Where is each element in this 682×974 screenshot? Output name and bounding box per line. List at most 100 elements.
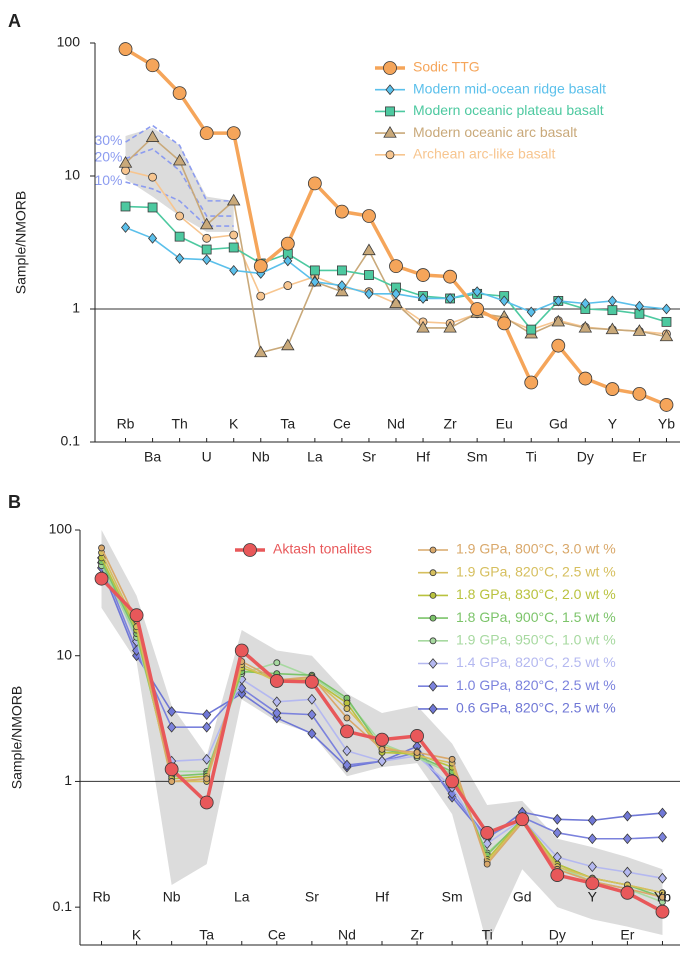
data-point — [445, 293, 455, 304]
y-tick-label: 100 — [57, 34, 81, 50]
data-point — [443, 269, 457, 284]
data-point — [343, 705, 351, 712]
data-point — [202, 233, 212, 243]
data-point — [229, 265, 239, 276]
data-point — [410, 729, 424, 743]
x-tick-label: U — [202, 449, 212, 465]
data-point — [167, 706, 177, 717]
data-point — [524, 375, 539, 390]
legend-label: 1.4 GPa, 820°C, 2.5 wt % — [456, 654, 616, 670]
legend-marker — [429, 637, 437, 645]
data-point — [98, 544, 105, 552]
data-point — [175, 253, 185, 264]
data-point — [416, 268, 430, 282]
data-point — [273, 659, 281, 667]
x-tick-label: Nd — [387, 416, 405, 432]
data-point — [515, 812, 530, 827]
melt-curve — [125, 147, 234, 217]
data-point — [391, 288, 401, 300]
melt-curve-label: 10% — [94, 172, 122, 188]
legend-label: 0.6 GPa, 820°C, 2.5 wt % — [456, 700, 616, 716]
data-point — [226, 193, 241, 206]
x-tick-label: Ti — [526, 449, 537, 465]
x-tick-label: Dy — [549, 927, 566, 943]
data-point — [202, 254, 212, 266]
y-tick-label: 10 — [64, 167, 80, 183]
legend-label: 1.9 GPa, 800°C, 3.0 wt % — [456, 541, 616, 557]
data-point — [587, 861, 597, 873]
data-point — [472, 286, 482, 298]
y-tick-label: 1 — [64, 772, 72, 788]
data-point — [307, 176, 322, 191]
legend-label: Modern oceanic arc basalt — [413, 124, 577, 140]
data-point — [148, 232, 158, 244]
data-point — [309, 265, 320, 276]
data-point — [304, 674, 319, 689]
data-point — [620, 885, 635, 900]
x-tick-label: Sr — [362, 449, 376, 465]
x-tick-label: Er — [620, 927, 634, 943]
data-point — [661, 303, 671, 315]
data-point — [337, 265, 347, 276]
data-point — [120, 201, 131, 212]
data-point — [172, 86, 187, 101]
legend-marker — [429, 592, 437, 599]
x-tick-label: Rb — [117, 416, 135, 432]
x-tick-label: Gd — [513, 889, 532, 905]
data-point — [256, 291, 266, 301]
data-point — [483, 860, 491, 868]
legend-marker — [428, 680, 438, 692]
plot-area — [95, 42, 680, 412]
legend-label: Archean arc-like basalt — [413, 146, 556, 162]
data-point — [622, 833, 632, 845]
data-point — [526, 324, 537, 335]
legend-label: 1.0 GPa, 820°C, 2.5 wt % — [456, 677, 616, 693]
data-point — [418, 293, 428, 304]
data-point — [661, 316, 672, 327]
x-tick-label: Sm — [442, 889, 463, 905]
x-tick-label: Hf — [416, 449, 430, 465]
data-point — [657, 831, 667, 843]
data-point — [147, 202, 158, 213]
x-tick-label: Eu — [496, 416, 513, 432]
data-point — [655, 904, 670, 919]
data-point — [659, 329, 674, 342]
melt-curve-label: 20% — [94, 148, 122, 164]
x-tick-label: Ba — [144, 449, 161, 465]
data-point — [632, 324, 647, 336]
legend-marker — [429, 546, 437, 554]
legend-label: Sodic TTG — [413, 59, 480, 75]
data-point — [229, 230, 239, 240]
data-point — [377, 755, 387, 767]
data-point — [307, 693, 317, 705]
legend-label: Modern mid-ocean ridge basalt — [413, 80, 606, 96]
data-point — [389, 259, 403, 274]
legend-label: 1.8 GPa, 900°C, 1.5 wt % — [456, 609, 616, 625]
x-tick-label: Yb — [654, 889, 671, 905]
y-tick-label: 0.1 — [61, 433, 81, 449]
x-tick-label: Ti — [482, 927, 493, 943]
data-point — [145, 130, 160, 142]
data-point — [283, 255, 293, 267]
x-tick-label: Yb — [658, 416, 675, 432]
data-point — [585, 876, 600, 891]
plot-area — [80, 530, 680, 945]
data-point — [172, 153, 187, 166]
data-point — [175, 211, 185, 221]
y-axis-label: Sample/NMORB — [9, 686, 25, 789]
data-point — [310, 276, 320, 288]
y-tick-label: 10 — [56, 646, 72, 662]
data-point — [168, 778, 176, 785]
legend-marker — [428, 658, 438, 669]
x-tick-label: Th — [171, 416, 187, 432]
data-point — [482, 838, 492, 850]
data-point — [226, 126, 241, 141]
data-point — [448, 755, 456, 763]
x-tick-label: Sm — [467, 449, 488, 465]
x-tick-label: Sr — [305, 889, 319, 905]
data-point — [578, 320, 593, 333]
data-point — [551, 314, 566, 327]
data-point — [121, 166, 130, 175]
data-point — [622, 810, 632, 822]
data-point — [254, 345, 268, 358]
